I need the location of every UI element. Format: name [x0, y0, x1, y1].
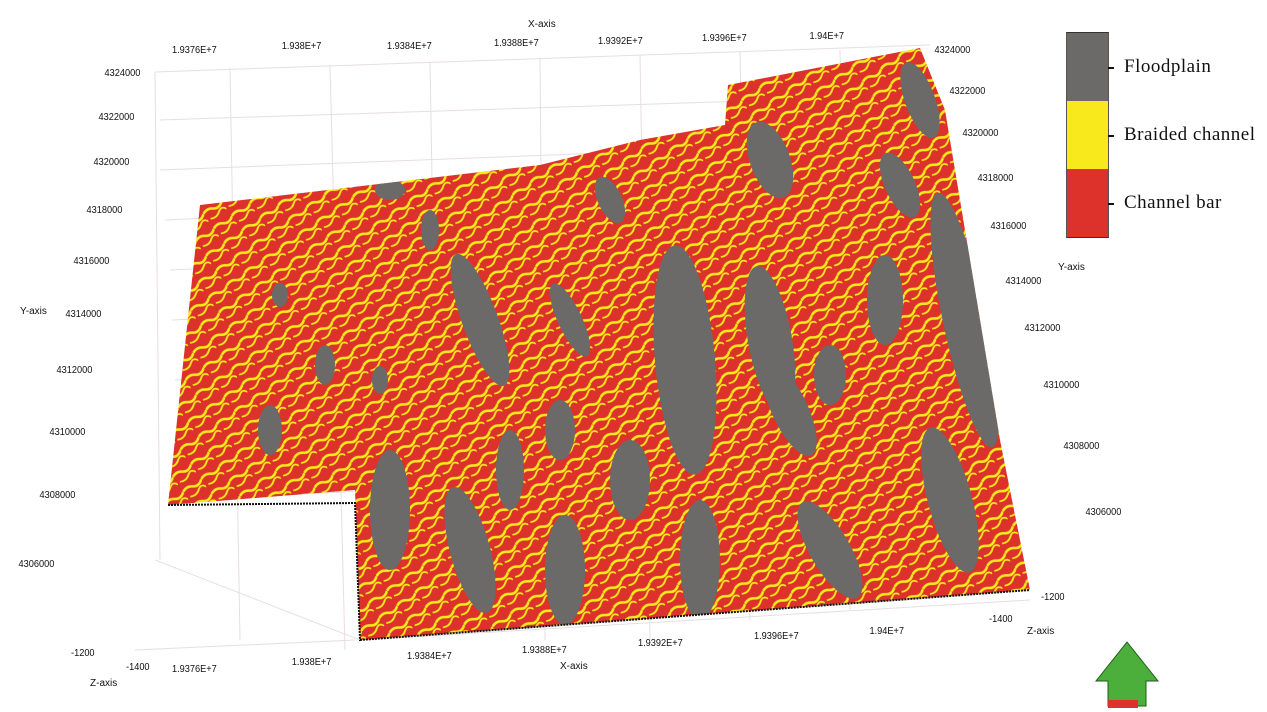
y-tick-right: 4322000 — [949, 86, 986, 97]
y-tick-left: 4310000 — [49, 427, 86, 438]
legend-swatch-braided-channel — [1066, 101, 1109, 169]
z-tick-right: -1200 — [1041, 592, 1065, 603]
x-tick-top: 1.9396E+7 — [701, 33, 747, 44]
x-tick-bottom: 1.94E+7 — [869, 626, 905, 637]
legend-swatch-floodplain — [1066, 32, 1109, 101]
y-tick-left: 4322000 — [98, 112, 135, 123]
y-tick-left: 4318000 — [86, 205, 123, 216]
z-tick-left: -1400 — [126, 662, 150, 673]
model-surface — [168, 48, 1030, 640]
y-tick-right: 4316000 — [990, 221, 1027, 232]
y-tick-left: 4308000 — [39, 490, 76, 501]
y-tick-right: 4308000 — [1063, 441, 1100, 452]
y-tick-right: 4306000 — [1085, 507, 1122, 518]
z-tick-left: -1200 — [71, 648, 95, 659]
y-axis-title-right: Y-axis — [1058, 262, 1085, 273]
y-tick-right: 4314000 — [1005, 276, 1042, 287]
x-tick-top: 1.9376E+7 — [171, 45, 217, 56]
y-tick-right: 4318000 — [977, 173, 1014, 184]
x-tick-top: 1.94E+7 — [809, 31, 845, 42]
x-tick-bottom: 1.9376E+7 — [171, 664, 217, 675]
y-tick-left: 4320000 — [93, 157, 130, 168]
z-axis-title-left: Z-axis — [90, 678, 118, 689]
y-tick-left: 4306000 — [18, 559, 55, 570]
y-tick-left: 4314000 — [65, 309, 102, 320]
y-tick-left: 4312000 — [56, 365, 93, 376]
y-tick-right: 4320000 — [962, 128, 999, 139]
x-tick-top: 1.9392E+7 — [597, 36, 643, 47]
floodplain-bodies — [258, 62, 1000, 625]
x-axis-title-top: X-axis — [528, 19, 556, 30]
y-tick-right: 4310000 — [1043, 380, 1080, 391]
legend-swatch-channel-bar — [1066, 169, 1109, 238]
z-tick-right: -1400 — [989, 614, 1013, 625]
x-tick-top: 1.9384E+7 — [386, 41, 432, 52]
facies-legend: Floodplain Braided channel Channel bar — [1066, 32, 1255, 238]
y-tick-right: 4324000 — [934, 45, 971, 56]
y-tick-left: 4316000 — [73, 256, 110, 267]
y-tick-left: 4324000 — [104, 68, 141, 79]
north-arrow-icon — [1094, 641, 1160, 708]
y-axis-title-left: Y-axis — [20, 306, 47, 317]
y-tick-right: 4312000 — [1024, 323, 1061, 334]
legend-label-channel-bar: Channel bar — [1108, 192, 1222, 213]
legend-label-braided-channel: Braided channel — [1107, 124, 1256, 145]
x-tick-top: 1.9388E+7 — [493, 38, 539, 49]
x-tick-bottom: 1.9392E+7 — [637, 638, 683, 649]
model-edge — [167, 501, 1031, 642]
x-axis-title-bottom: X-axis — [560, 661, 588, 672]
x-tick-bottom: 1.9388E+7 — [521, 645, 567, 656]
x-tick-bottom: 1.938E+7 — [291, 657, 332, 668]
x-tick-bottom: 1.9384E+7 — [406, 651, 452, 662]
x-tick-bottom: 1.9396E+7 — [753, 631, 799, 642]
x-tick-top: 1.938E+7 — [281, 41, 322, 52]
z-axis-title-right: Z-axis — [1027, 626, 1055, 637]
legend-label-floodplain: Floodplain — [1107, 56, 1212, 77]
